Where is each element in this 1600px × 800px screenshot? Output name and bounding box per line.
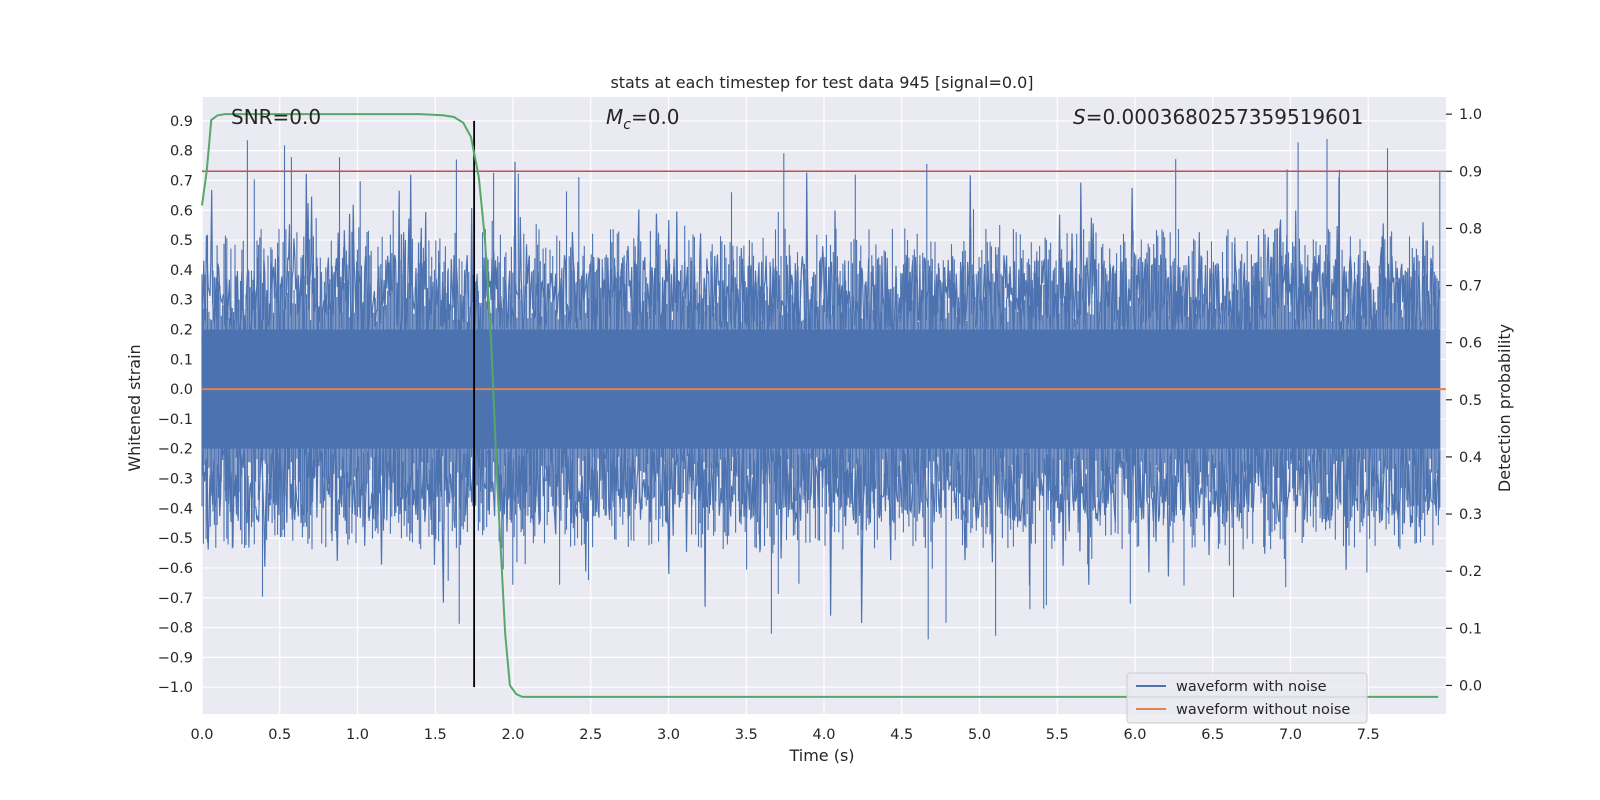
y-axis-right-label: Detection probability: [1495, 324, 1514, 492]
y-left-tick-label: −0.3: [158, 472, 193, 488]
chirp-mass-subscript: c: [623, 117, 631, 133]
y-left-tick-label: −0.4: [158, 501, 193, 517]
y-right-tick-label: 1.0: [1459, 107, 1482, 123]
y-left-tick-label: −0.9: [158, 650, 193, 666]
x-axis-label: Time (s): [788, 746, 854, 765]
x-tick-label: 5.5: [1046, 727, 1069, 743]
x-tick-label: 2.0: [501, 727, 524, 743]
y-left-tick-label: 0.7: [170, 173, 193, 189]
x-tick-label: 6.0: [1123, 727, 1146, 743]
x-tick-label: 0.0: [190, 727, 213, 743]
x-tick-label: 7.0: [1279, 727, 1302, 743]
y-left-tick-label: 0.5: [170, 233, 193, 249]
y-left-tick-label: 0.0: [170, 382, 193, 398]
plot-area: [201, 97, 1446, 714]
x-tick-label: 0.5: [268, 727, 291, 743]
annotation-score: S=0.0003680257359519601: [1073, 105, 1363, 129]
y-right-tick-label: 0.1: [1459, 621, 1482, 637]
y-right-tick-label: 0.7: [1459, 279, 1482, 295]
series-detection-probability: [201, 113, 1439, 698]
y-left-tick-label: −1.0: [158, 680, 193, 696]
y-left-tick-label: 0.8: [170, 144, 193, 160]
y-left-tick-label: −0.1: [158, 412, 193, 428]
y-right-tick-label: 0.3: [1459, 507, 1482, 523]
y-right-tick-label: 0.0: [1459, 678, 1482, 694]
x-tick-label: 2.5: [579, 727, 602, 743]
annotation-snr: SNR=0.0: [231, 105, 321, 129]
y-right-tick-label: 0.6: [1459, 336, 1482, 352]
x-tick-label: 1.0: [346, 727, 369, 743]
legend-label-clean: waveform without noise: [1176, 702, 1350, 718]
y-right-tick-label: 0.8: [1459, 221, 1482, 237]
y-right-tick-label: 0.9: [1459, 164, 1482, 180]
legend: waveform with noise waveform without noi…: [1126, 672, 1368, 724]
y-left-tick-label: 0.4: [170, 263, 193, 279]
x-tick-label: 3.0: [657, 727, 680, 743]
y-left-tick-label: −0.2: [158, 442, 193, 458]
y-axis-right-ticks: 1.0 0.9 0.8 0.7 0.6 0.5 0.4 0.3 0.2 0.1 0.0: [1446, 107, 1482, 694]
score-symbol: S: [1073, 105, 1086, 129]
score-value: =0.0003680257359519601: [1086, 105, 1364, 129]
y-left-tick-label: 0.1: [170, 352, 193, 368]
x-tick-label: 4.0: [812, 727, 835, 743]
x-tick-label: 4.5: [890, 727, 913, 743]
x-tick-label: 1.5: [424, 727, 447, 743]
y-left-tick-label: 0.2: [170, 322, 193, 338]
y-axis-left-ticks: 0.9 0.8 0.7 0.6 0.5 0.4 0.3 0.2 0.1 0.0 −0.1 −0.2 −0…: [158, 114, 193, 696]
y-left-tick-label: 0.6: [170, 203, 193, 219]
y-left-tick-label: −0.7: [158, 591, 193, 607]
y-right-tick-label: 0.5: [1459, 393, 1482, 409]
legend-label-noise: waveform with noise: [1176, 679, 1327, 695]
y-right-tick-label: 0.2: [1459, 564, 1482, 580]
x-tick-label: 6.5: [1201, 727, 1224, 743]
y-left-tick-label: −0.5: [158, 531, 193, 547]
chart-title: stats at each timestep for test data 945…: [610, 73, 1033, 92]
chirp-mass-value: =0.0: [631, 105, 680, 129]
y-right-tick-label: 0.4: [1459, 450, 1482, 466]
y-axis-left-label: Whitened strain: [125, 344, 144, 471]
y-left-tick-label: −0.8: [158, 621, 193, 637]
y-left-tick-label: −0.6: [158, 561, 193, 577]
chirp-mass-symbol: M: [606, 105, 623, 129]
x-tick-label: 3.5: [735, 727, 758, 743]
probability-curve: [201, 113, 1439, 698]
y-left-tick-label: 0.3: [170, 293, 193, 309]
x-tick-label: 7.5: [1357, 727, 1380, 743]
legend-box: [1126, 672, 1368, 724]
annotation-chirp-mass: Mc=0.0: [606, 105, 680, 133]
y-left-tick-label: 0.9: [170, 114, 193, 130]
x-axis-ticks: 0.0 0.5 1.0 1.5 2.0 2.5 3.0 3.5 4.0 4.5 5.0 5.5 6.0 6…: [190, 727, 1379, 743]
x-tick-label: 5.0: [968, 727, 991, 743]
